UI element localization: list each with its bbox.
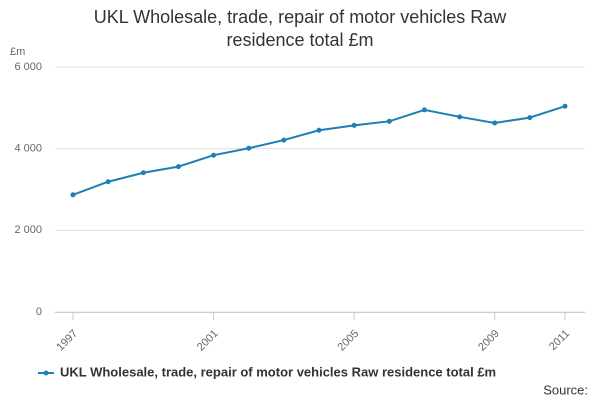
point bbox=[457, 114, 463, 120]
point bbox=[281, 137, 287, 143]
line bbox=[72, 105, 566, 196]
point bbox=[351, 122, 357, 128]
x-tick-label: 2001 bbox=[195, 328, 221, 354]
point bbox=[386, 118, 392, 124]
legend-label: UKL Wholesale, trade, repair of motor ve… bbox=[60, 364, 496, 379]
legend-marker bbox=[43, 370, 49, 376]
x-tick-label: 2005 bbox=[336, 328, 362, 354]
point bbox=[70, 192, 76, 198]
point bbox=[421, 107, 427, 113]
source: Source: bbox=[543, 382, 588, 397]
point bbox=[492, 120, 498, 126]
y-tick-label: 6 000 bbox=[14, 61, 42, 73]
x-tick-label: 2009 bbox=[476, 328, 502, 354]
point bbox=[105, 179, 111, 185]
y-tick-label: 0 bbox=[36, 306, 42, 318]
point bbox=[562, 103, 568, 109]
x-tick-label: 1997 bbox=[54, 328, 80, 354]
y-tick-label: 2 000 bbox=[14, 224, 42, 236]
point bbox=[175, 164, 181, 170]
point bbox=[316, 127, 322, 133]
point bbox=[246, 145, 252, 151]
y-axis-label: £m bbox=[10, 46, 25, 58]
x-tick-label: 2011 bbox=[547, 328, 572, 353]
point bbox=[140, 170, 146, 176]
y-tick-label: 4 000 bbox=[14, 143, 42, 155]
point bbox=[527, 115, 533, 121]
chart-title: UKL Wholesale, trade, repair of motor ve… bbox=[93, 7, 507, 50]
point bbox=[211, 152, 217, 158]
